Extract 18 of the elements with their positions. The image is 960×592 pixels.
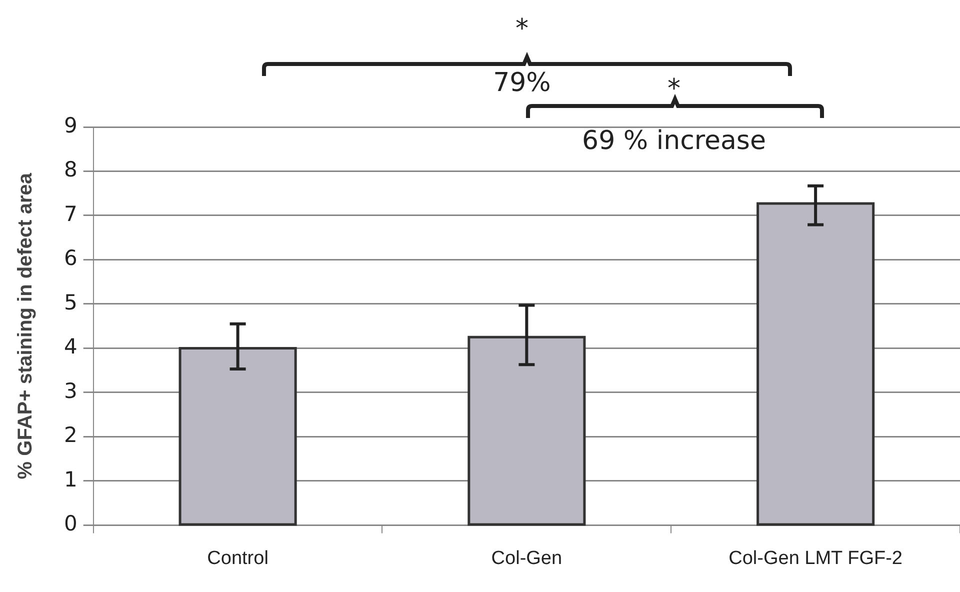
y-tick-label: 0 [64,512,78,536]
y-tick-label: 3 [64,378,78,403]
text: * [516,14,528,44]
y-tick-label: 5 [64,290,78,314]
annotation: 69 % increase [582,126,766,156]
y-tick-label: 1 [64,467,78,492]
y-tick-label: 8 [64,158,78,182]
y-tick-label: 2 [64,423,78,448]
text: * [668,74,680,104]
y-tick-label: 4 [64,334,78,359]
y-tick-label: 7 [64,202,78,226]
y-tick-label: 9 [64,113,78,138]
x-tick-label: Col-Gen [491,548,562,569]
x-tick-label: Col-Gen LMT FGF-2 [728,548,902,569]
y-tick-label: 6 [64,246,78,270]
x-tick-label: Control [207,548,268,569]
text: 79% [493,68,551,98]
y-axis-title: % GFAP+ staining in defect area [14,172,37,480]
